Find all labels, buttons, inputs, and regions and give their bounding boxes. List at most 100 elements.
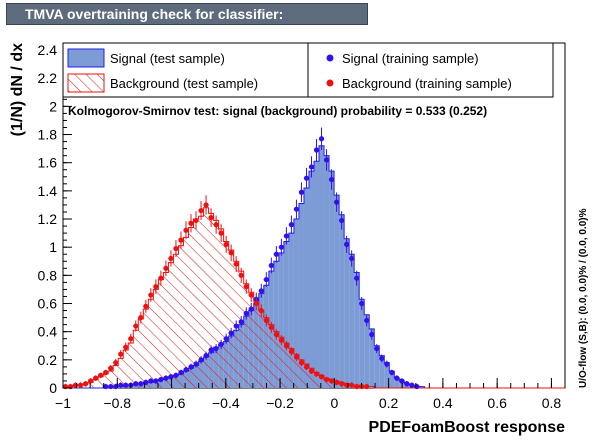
signal-train-point: [218, 341, 224, 347]
background-test-bar: [208, 213, 214, 388]
signal-train-point: [389, 369, 395, 376]
signal-test-bar: [324, 155, 330, 388]
background-train-point: [158, 275, 164, 281]
background-train-point: [323, 376, 330, 383]
signal-train-point: [118, 382, 124, 388]
background-train-point: [263, 317, 269, 324]
signal-train-point: [168, 374, 174, 380]
background-test-bar: [238, 271, 244, 388]
background-test-bar: [273, 331, 279, 388]
signal-test-bar: [298, 203, 304, 388]
background-train-point: [168, 255, 174, 262]
signal-train-point: [268, 262, 274, 269]
overflow-text: U/O-flow (S,B): (0.0, 0.0)% / (0.0, 0.0)…: [578, 208, 589, 388]
background-train-point: [308, 368, 315, 374]
signal-test-bar: [319, 145, 325, 388]
background-train-point: [163, 265, 169, 271]
signal-train-point: [148, 378, 154, 384]
signal-train-point: [238, 319, 244, 325]
background-train-point: [303, 364, 310, 370]
signal-train-point: [354, 275, 360, 281]
background-test-bar: [193, 219, 199, 388]
x-tick-label: 0.4: [433, 395, 453, 411]
signal-train-point: [323, 157, 330, 163]
background-test-bar: [308, 368, 314, 388]
background-train-point: [333, 379, 340, 385]
x-tick-label: −0.2: [266, 395, 294, 411]
background-train-point: [288, 348, 295, 354]
x-tick-label: −0.4: [212, 395, 240, 411]
signal-train-point: [228, 330, 234, 336]
y-tick-label: 2: [49, 98, 57, 114]
signal-train-point: [404, 381, 410, 387]
signal-test-bar: [329, 171, 335, 388]
y-tick-label: 1.4: [38, 183, 58, 199]
background-training-points: [62, 195, 370, 390]
background-train-point: [293, 354, 300, 360]
signal-test-bar: [339, 214, 345, 388]
signal-train-point: [328, 176, 335, 183]
signal-train-point: [183, 367, 189, 373]
background-test-histogram: [62, 207, 565, 389]
signal-train-point: [359, 300, 365, 307]
background-train-point: [283, 343, 289, 349]
x-tick-label: 0.2: [379, 395, 399, 411]
y-axis-label: (1/N) dN / dx: [9, 43, 26, 136]
background-test-bar: [108, 371, 114, 388]
background-test-bar: [263, 317, 269, 388]
y-tick-label: 1.8: [38, 127, 58, 143]
signal-test-bar: [314, 161, 320, 388]
signal-train-point: [173, 372, 179, 378]
background-test-bar: [158, 279, 164, 388]
background-test-bar: [123, 349, 129, 388]
background-train-point: [273, 331, 279, 338]
background-test-bar: [138, 319, 144, 388]
window-title: TMVA overtraining check for classifier: …: [6, 3, 368, 42]
background-train-point: [223, 241, 229, 247]
signal-train-point: [394, 375, 400, 381]
signal-train-point: [123, 382, 129, 388]
background-train-point: [193, 217, 199, 224]
background-test-bar: [188, 227, 194, 388]
legend-swatch-signal-test: [67, 48, 105, 68]
background-test-bar: [258, 310, 264, 388]
legend-marker-background-train: [326, 79, 334, 87]
background-train-point: [278, 337, 284, 343]
signal-train-point: [153, 378, 159, 384]
signal-train-point: [308, 164, 315, 170]
signal-train-point: [108, 383, 114, 390]
x-tick-label: 0: [330, 395, 338, 411]
background-test-bar: [278, 337, 284, 388]
background-train-point: [93, 375, 99, 381]
legend-label-signal-train: Signal (training sample): [342, 51, 479, 66]
signal-test-bar: [288, 233, 294, 388]
signal-train-point: [414, 383, 420, 390]
y-tick-label: 0.6: [38, 296, 58, 312]
background-test-bar: [314, 372, 320, 388]
signal-train-point: [409, 382, 415, 388]
signal-test-bar: [344, 238, 350, 388]
background-test-bar: [303, 364, 309, 388]
background-train-point: [228, 250, 234, 256]
signal-train-point: [293, 206, 300, 212]
background-test-bar: [118, 358, 124, 388]
background-train-point: [143, 303, 149, 309]
background-test-bar: [178, 245, 184, 388]
background-train-point: [82, 381, 89, 387]
y-tick-label: 1.6: [38, 155, 58, 171]
background-train-point: [268, 324, 274, 331]
x-tick-label: 0.6: [487, 395, 507, 411]
signal-test-bar: [273, 261, 279, 388]
background-train-point: [298, 360, 305, 366]
signal-test-bar: [293, 219, 299, 388]
background-test-bar: [228, 250, 234, 388]
background-train-point: [173, 245, 179, 252]
signal-test-bar: [379, 355, 385, 388]
background-train-point: [148, 292, 154, 298]
y-tick-label: 0.4: [38, 324, 58, 340]
signal-train-point: [333, 199, 340, 205]
background-train-point: [108, 365, 114, 371]
background-test-bar: [243, 283, 249, 388]
signal-test-bar: [354, 272, 360, 388]
signal-train-point: [384, 361, 390, 367]
